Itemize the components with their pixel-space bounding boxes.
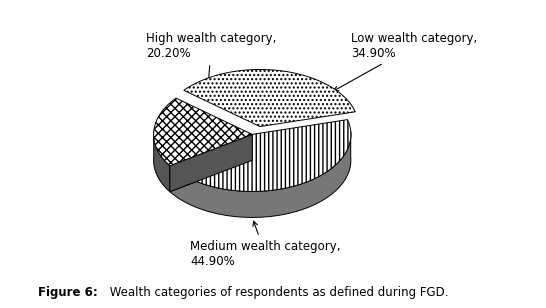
Text: Figure 6:: Figure 6: (38, 286, 98, 299)
Polygon shape (153, 98, 252, 166)
Text: Wealth categories of respondents as defined during FGD.: Wealth categories of respondents as defi… (106, 286, 449, 299)
Text: High wealth category,
20.20%: High wealth category, 20.20% (146, 32, 276, 84)
Polygon shape (153, 132, 170, 192)
Polygon shape (170, 134, 252, 192)
Polygon shape (184, 70, 355, 127)
Text: Low wealth category,
34.90%: Low wealth category, 34.90% (334, 32, 477, 91)
Polygon shape (170, 134, 252, 192)
Polygon shape (170, 132, 351, 217)
Text: Medium wealth category,
44.90%: Medium wealth category, 44.90% (190, 221, 341, 268)
Polygon shape (170, 120, 351, 192)
